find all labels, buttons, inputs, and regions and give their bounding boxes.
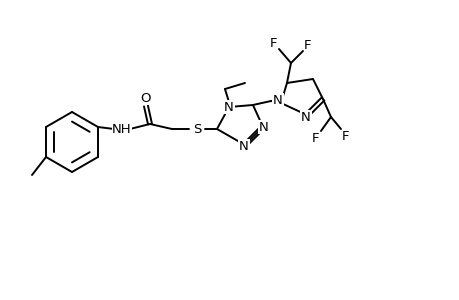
Text: F: F <box>312 131 319 145</box>
Text: F: F <box>341 130 349 142</box>
Text: N: N <box>224 100 233 113</box>
Text: N: N <box>239 140 248 152</box>
Text: S: S <box>192 122 201 136</box>
Text: NH: NH <box>112 122 132 136</box>
Text: O: O <box>140 92 151 104</box>
Text: N: N <box>301 110 310 124</box>
Text: N: N <box>258 121 268 134</box>
Text: N: N <box>273 94 282 106</box>
Text: F: F <box>269 37 277 50</box>
Text: F: F <box>303 38 311 52</box>
